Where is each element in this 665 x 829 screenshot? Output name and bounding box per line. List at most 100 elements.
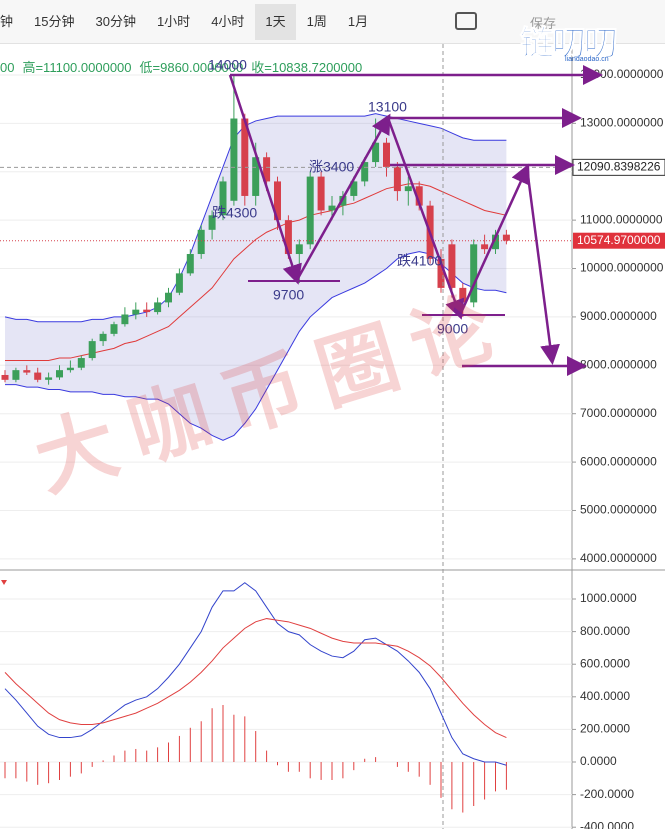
candle-body bbox=[481, 244, 489, 250]
y-tick-label: -200.0000 bbox=[580, 787, 634, 801]
panel-icon bbox=[1, 580, 7, 585]
band-mid bbox=[5, 183, 507, 361]
interval-button[interactable]: 30分钟 bbox=[95, 13, 136, 29]
candle-body bbox=[263, 157, 271, 182]
candle-body bbox=[88, 341, 96, 359]
candle-body bbox=[470, 244, 478, 303]
interval-button[interactable]: 1月 bbox=[347, 13, 369, 29]
macd-line bbox=[4, 618, 507, 739]
annotation-text: 涨3400 bbox=[309, 159, 354, 175]
y-tick-label: 600.0000 bbox=[580, 656, 630, 670]
interval-button[interactable]: 15分钟 bbox=[34, 13, 75, 29]
y-tick-label: 13000.0000000 bbox=[580, 116, 664, 130]
annotation-text: 跌4300 bbox=[212, 205, 257, 221]
annotation-text: 14000 bbox=[208, 57, 247, 73]
candle-body bbox=[274, 181, 281, 221]
candle-body bbox=[252, 157, 260, 196]
candle-body bbox=[448, 244, 456, 288]
candle-body bbox=[197, 229, 205, 255]
candle-body bbox=[110, 324, 118, 334]
candle-body bbox=[12, 370, 20, 380]
ohlc-field: 收=10838.7200000 bbox=[251, 60, 362, 75]
annotation-arrow bbox=[295, 113, 391, 281]
annotation-arrow bbox=[458, 163, 530, 316]
candle-body bbox=[295, 244, 303, 255]
candle-body bbox=[393, 166, 401, 192]
candle-body bbox=[99, 333, 107, 342]
y-tick-label: 5000.0000000 bbox=[580, 503, 657, 517]
candle-body bbox=[415, 186, 423, 206]
interval-button[interactable]: 1周 bbox=[306, 13, 327, 29]
candle-body bbox=[459, 287, 467, 303]
ohlc-field: 00 bbox=[0, 60, 14, 75]
annotation-text: 9700 bbox=[273, 287, 304, 303]
candle-body bbox=[241, 118, 249, 196]
logo: 链叨叨 bbox=[520, 25, 619, 64]
y-tick-label: 10000.0000000 bbox=[580, 261, 664, 275]
candle-body bbox=[372, 142, 380, 163]
candle-body bbox=[383, 142, 390, 167]
candle-body bbox=[306, 176, 314, 245]
candle-body bbox=[404, 186, 412, 192]
y-tick-label: 4000.0000000 bbox=[580, 551, 657, 565]
price-label: 12090.8398226 bbox=[577, 160, 661, 174]
candle-body bbox=[437, 258, 445, 288]
candle-body bbox=[361, 162, 369, 182]
candle-body bbox=[492, 234, 499, 250]
candle-body bbox=[230, 118, 238, 201]
band-line bbox=[5, 251, 507, 441]
y-tick-label: 7000.0000000 bbox=[580, 406, 657, 420]
candle-body bbox=[165, 292, 172, 303]
annotation-arrow bbox=[386, 117, 465, 320]
band-line bbox=[4, 113, 507, 323]
candle-body bbox=[66, 367, 74, 371]
y-tick-label: -400.0000 bbox=[580, 819, 634, 829]
candle-body bbox=[186, 254, 194, 274]
y-tick-label: 400.0000 bbox=[580, 689, 630, 703]
candle-body bbox=[34, 372, 42, 380]
candle-body bbox=[132, 309, 140, 315]
ohlc-field: 低=9860.0000000 bbox=[140, 60, 244, 75]
candle-body bbox=[45, 377, 53, 380]
annotation-text: 13100 bbox=[368, 99, 407, 115]
chart: 4000.0000000 5000.0000000 6000.0000000 7000… bbox=[0, 44, 665, 829]
price-label-box bbox=[573, 232, 665, 249]
candle-body bbox=[284, 220, 292, 255]
candle-body bbox=[1, 374, 9, 380]
y-tick-label: 8000.0000000 bbox=[580, 357, 657, 371]
y-tick-label: 11000.0000000 bbox=[580, 212, 663, 226]
y-tick-label: 6000.0000000 bbox=[580, 454, 657, 468]
y-tick-label: 800.0000 bbox=[580, 624, 630, 638]
candle-body bbox=[56, 370, 63, 378]
interval-button[interactable]: 4小时 bbox=[211, 13, 245, 29]
interval-button[interactable]: 1小时 bbox=[156, 13, 191, 29]
interval-button[interactable]: 钟 bbox=[0, 13, 14, 29]
candle-body bbox=[121, 314, 129, 325]
ohlc-info: 00 高=11100.0000000 低=9860.0000000 收=10838.7… bbox=[0, 60, 362, 75]
y-tick-label: 200.0000 bbox=[580, 722, 630, 736]
price-label: 10574.9700000 bbox=[577, 233, 661, 247]
annotation-arrow bbox=[228, 74, 302, 285]
candle-body bbox=[175, 273, 183, 293]
candle-body bbox=[328, 205, 336, 211]
annotation-arrow bbox=[525, 167, 560, 365]
ohlc-field: 高=11100.0000000 bbox=[22, 60, 131, 75]
y-tick-label: 1000.0000 bbox=[580, 591, 637, 605]
annotation-text: 9000 bbox=[437, 321, 468, 337]
candle-body bbox=[317, 176, 325, 211]
candle-body bbox=[143, 309, 151, 313]
logo-domain: liandaodao.cn bbox=[565, 56, 609, 63]
y-tick-label: 9000.0000000 bbox=[580, 309, 657, 323]
annotation-text: 跌4100 bbox=[397, 253, 442, 269]
save-button[interactable]: 保存 bbox=[530, 16, 557, 31]
candle-body bbox=[208, 215, 216, 230]
candle-body bbox=[23, 370, 31, 373]
candle-body bbox=[219, 181, 227, 216]
toolbar: 钟 15分钟 30分钟 1小时 4小时 1天 1周 1月 bbox=[0, 0, 665, 44]
band-fill bbox=[5, 113, 507, 441]
interval-button[interactable]: 1天 bbox=[255, 3, 296, 40]
candle-body bbox=[77, 358, 85, 368]
y-tick-label: 0.0000 bbox=[580, 754, 617, 768]
macd-line bbox=[4, 582, 507, 766]
